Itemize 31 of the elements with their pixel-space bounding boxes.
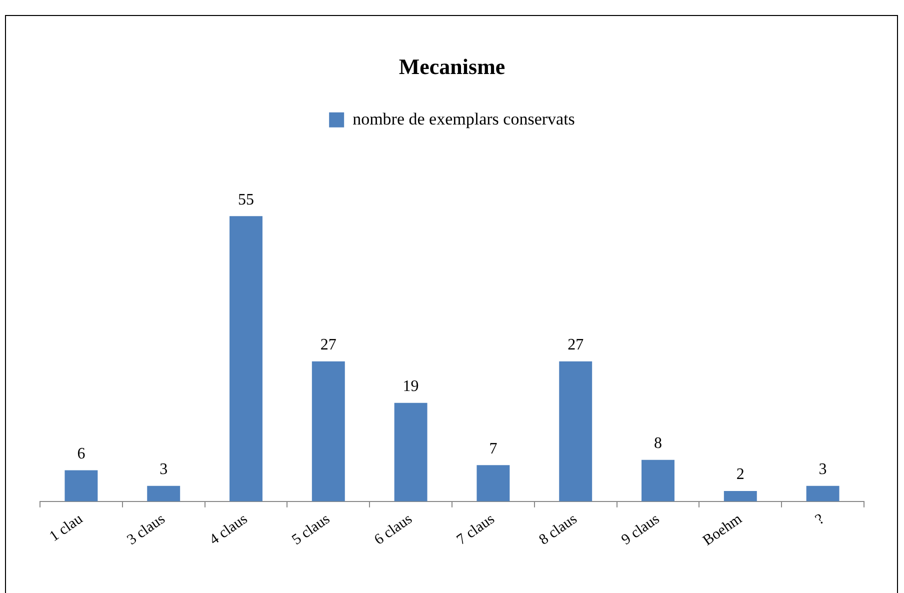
x-tick-label: ? [812, 510, 828, 528]
data-label: 27 [568, 336, 584, 354]
data-label: 7 [489, 440, 498, 458]
data-label: 6 [77, 445, 86, 462]
bar [724, 491, 757, 502]
data-label: 55 [238, 191, 254, 208]
data-label: 8 [654, 435, 662, 452]
legend-label: nombre de exemplars conservats [352, 109, 575, 128]
x-tick-label: 5 claus [289, 511, 334, 548]
data-label: 2 [736, 466, 744, 484]
bar [476, 465, 510, 502]
bar [312, 361, 345, 502]
bar [147, 486, 180, 502]
x-tick-label: 7 claus [454, 511, 498, 548]
x-tick-label: 8 claus [536, 511, 580, 548]
x-tick-label: 9 claus [618, 511, 663, 548]
bar [230, 216, 262, 502]
bar [806, 486, 840, 502]
bar [394, 402, 428, 502]
data-label: 19 [402, 378, 419, 396]
x-tick-label: 1 clau [46, 510, 86, 546]
x-tick-label: 4 claus [206, 511, 251, 548]
data-label: 3 [160, 461, 168, 478]
x-tick-label: 3 claus [124, 511, 168, 548]
bar [559, 361, 592, 502]
bar [642, 460, 674, 502]
data-label: 27 [320, 336, 336, 354]
chart-title: Mecanisme [398, 54, 506, 79]
data-label: 3 [818, 461, 827, 478]
bar [64, 470, 98, 502]
x-tick-label: 6 claus [372, 511, 416, 548]
